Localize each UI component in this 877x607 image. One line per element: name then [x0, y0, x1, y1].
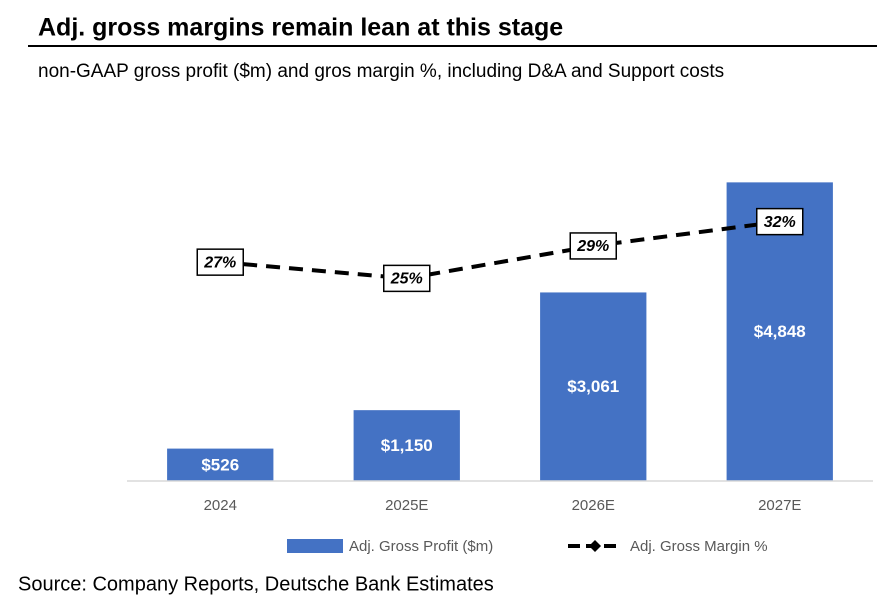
line-label-box: [383, 264, 431, 293]
legend-marker: [589, 540, 601, 552]
source-note: Source: Company Reports, Deutsche Bank E…: [18, 573, 494, 595]
line-value-label: 27%: [203, 254, 236, 271]
legend-label: Adj. Gross Profit ($m): [349, 538, 493, 555]
bar: [353, 410, 460, 481]
line-label-box: [756, 207, 804, 236]
chart-subtitle: non-GAAP gross profit ($m) and gros marg…: [38, 61, 724, 82]
x-tick-label: 2026E: [572, 497, 615, 514]
line: [220, 219, 781, 281]
legend-label: Adj. Gross Margin %: [630, 538, 768, 555]
bar: [167, 448, 274, 481]
x-tick-label: 2024: [204, 497, 237, 514]
bar-value-label: $1,150: [381, 436, 433, 455]
bar-value-label: $4,848: [754, 322, 806, 341]
line-value-label: 32%: [764, 214, 796, 231]
bar-value-label: $526: [201, 455, 239, 474]
line-value-label: 29%: [576, 238, 609, 255]
line-value-label: 25%: [390, 271, 423, 288]
bar: [540, 292, 647, 481]
x-tick-label: 2027E: [758, 497, 801, 514]
x-tick-label: 2025E: [385, 497, 428, 514]
chart-title: Adj. gross margins remain lean at this s…: [38, 14, 563, 42]
bar-value-label: $3,061: [567, 377, 619, 396]
line-label-box: [196, 248, 244, 276]
legend-swatch: [287, 539, 343, 553]
line-label-box: [569, 232, 617, 260]
